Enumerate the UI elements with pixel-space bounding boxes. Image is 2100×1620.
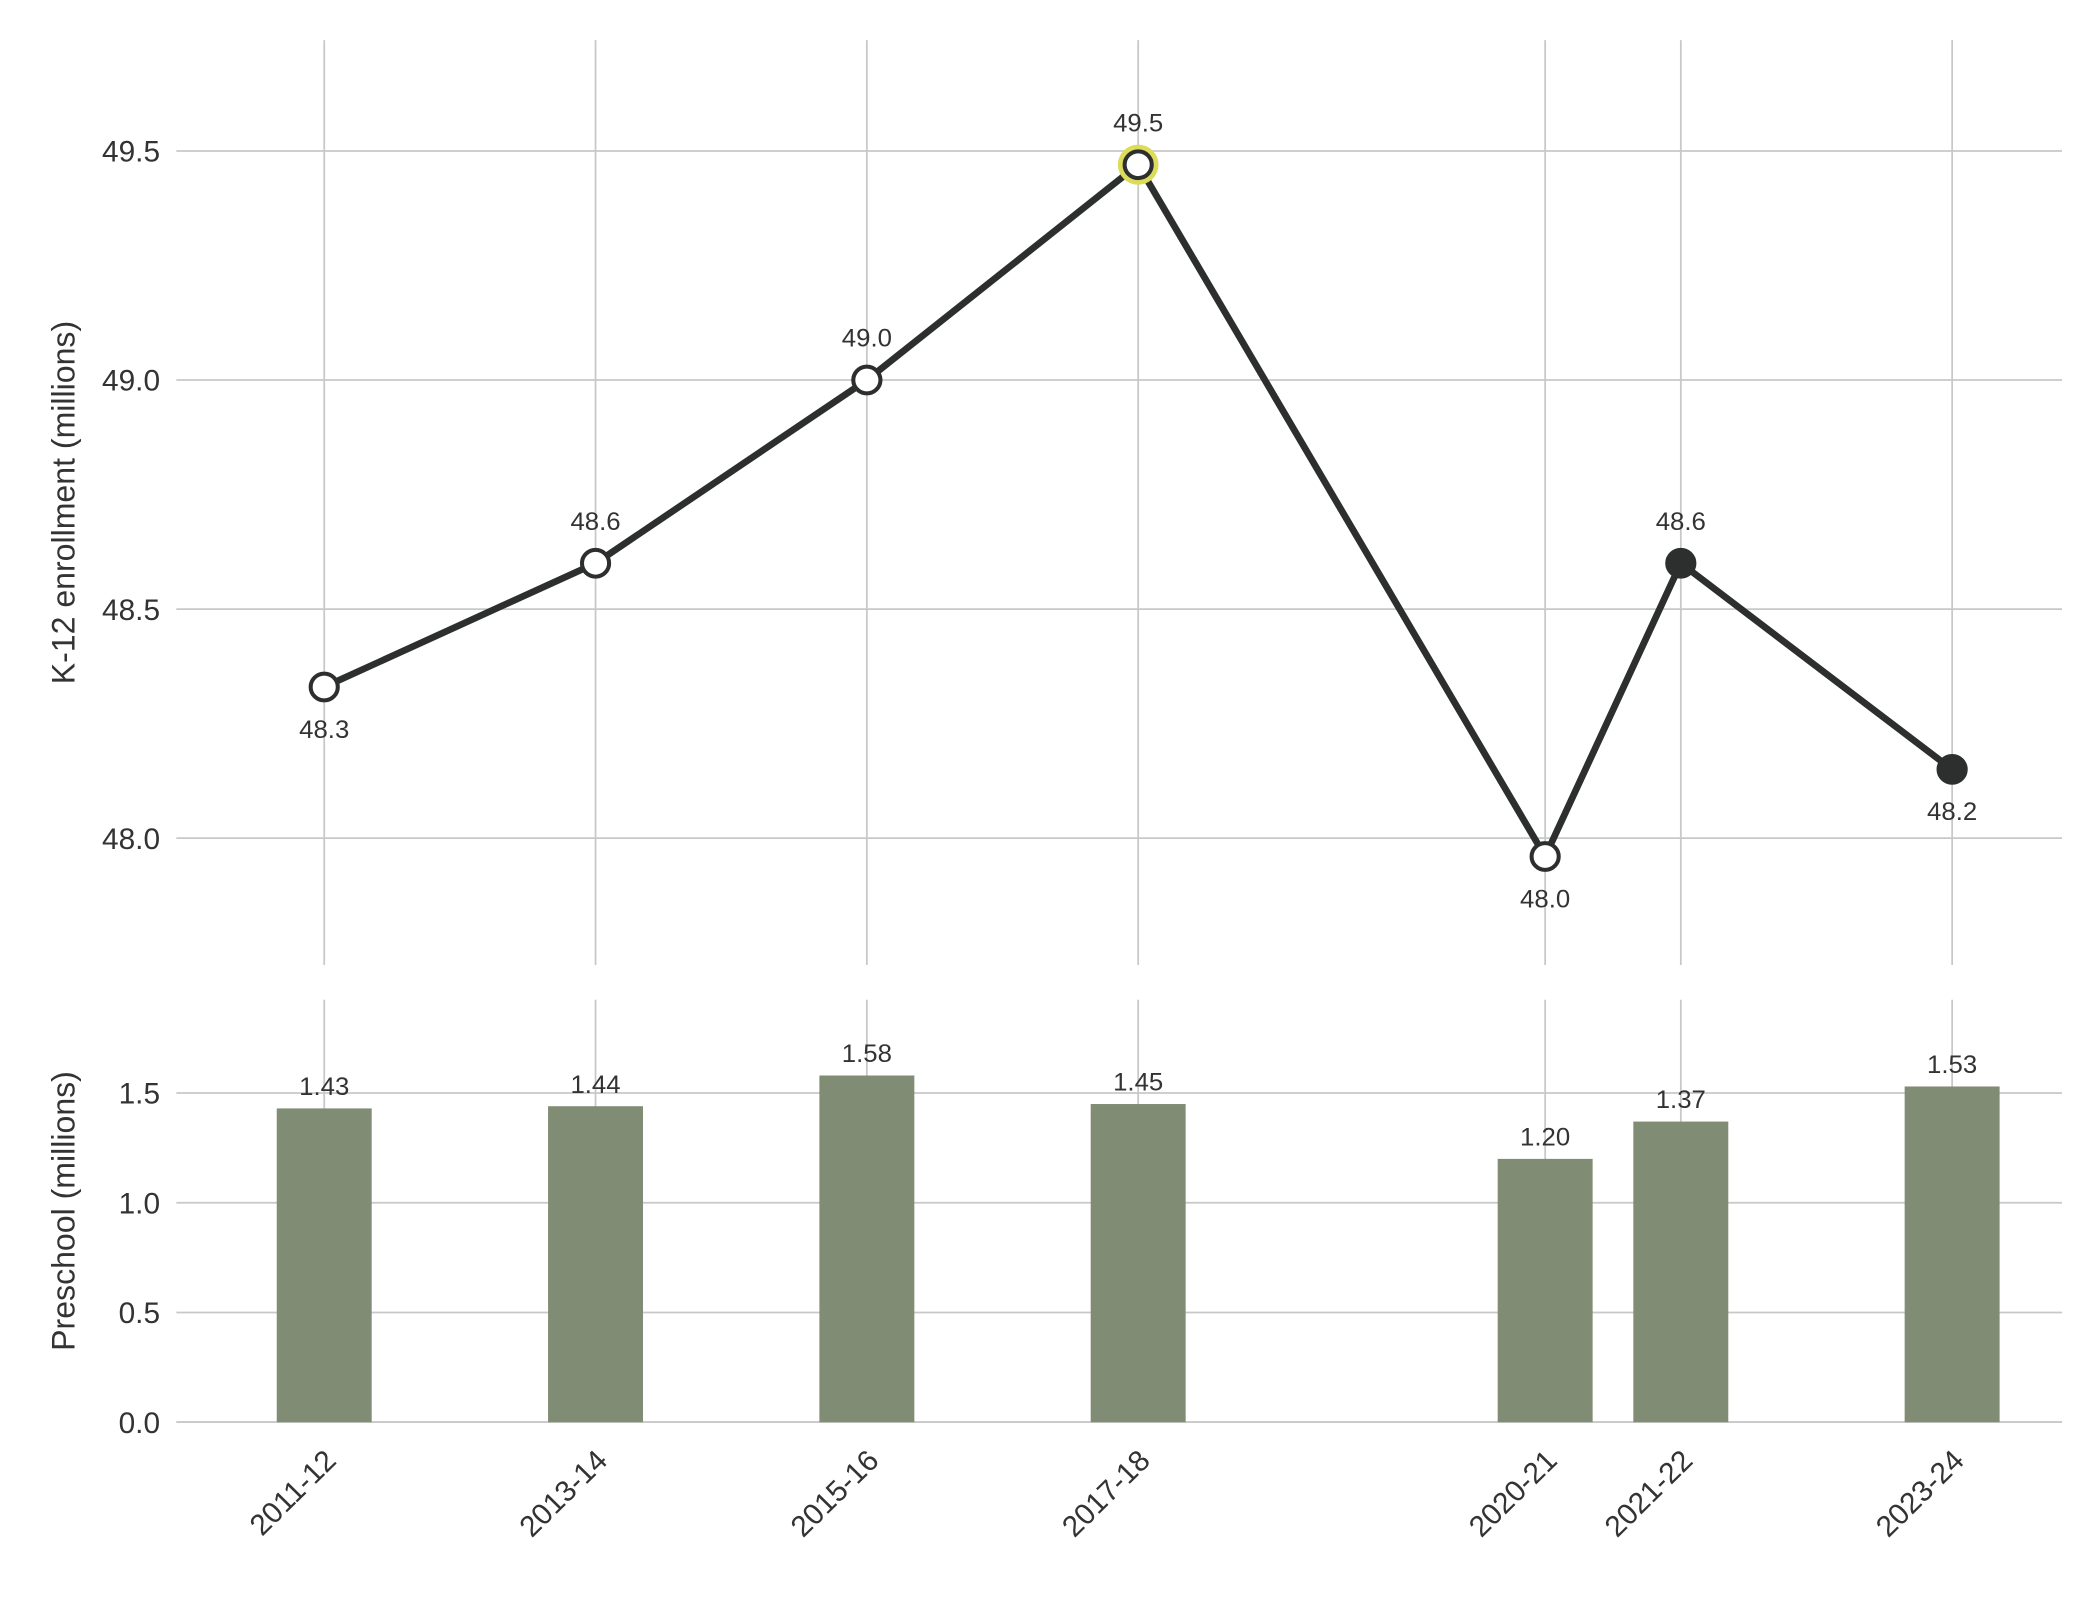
bar (276, 1108, 372, 1423)
marker (851, 364, 883, 396)
marker (308, 671, 340, 703)
value-label: 1.58 (842, 1040, 892, 1068)
bar (548, 1106, 644, 1423)
y-tick-label: 48.5 (102, 594, 160, 627)
bar (819, 1075, 915, 1423)
bar (1633, 1121, 1729, 1423)
y-axis-label: K-12 enrollment (millions) (45, 321, 81, 684)
x-tick-label: 2023-24 (1870, 1444, 1971, 1543)
value-label: 48.2 (1927, 798, 1977, 826)
x-tick-label: 2017-18 (1056, 1444, 1157, 1543)
marker (1529, 841, 1561, 872)
value-label: 1.37 (1656, 1086, 1706, 1114)
value-label: 1.20 (1520, 1124, 1570, 1152)
value-label: 48.6 (570, 508, 620, 536)
marker (1936, 754, 1968, 785)
marker (579, 547, 612, 579)
value-label: 48.3 (299, 716, 349, 744)
x-tick-label: 2015-16 (784, 1444, 885, 1543)
y-tick-label: 48.0 (102, 823, 160, 856)
y-tick-label: 1.5 (119, 1078, 160, 1111)
marker (1122, 149, 1154, 181)
bar (1497, 1158, 1593, 1423)
y-tick-label: 0.0 (119, 1407, 160, 1440)
x-tick-label: 2013-14 (513, 1444, 614, 1543)
value-label: 1.45 (1113, 1069, 1163, 1097)
y-tick-label: 49.0 (102, 365, 160, 398)
bar (1090, 1104, 1186, 1423)
y-tick-label: 0.5 (119, 1297, 160, 1330)
marker (1665, 547, 1697, 579)
value-label: 1.44 (570, 1071, 620, 1099)
y-tick-label: 1.0 (119, 1188, 160, 1221)
x-tick-label: 2021-22 (1598, 1444, 1699, 1543)
value-label: 48.6 (1656, 508, 1706, 536)
value-label: 1.43 (299, 1073, 349, 1101)
bar (1904, 1086, 2000, 1423)
value-label: 1.53 (1927, 1051, 1977, 1079)
x-tick-label: 2020-21 (1463, 1444, 1564, 1543)
y-tick-label: 49.5 (102, 136, 160, 169)
x-tick-label: 2011-12 (243, 1444, 342, 1542)
value-label: 49.5 (1113, 109, 1163, 137)
value-label: 49.0 (842, 325, 892, 353)
y-axis-label: Preschool (millions) (45, 1071, 81, 1351)
value-label: 48.0 (1520, 885, 1570, 913)
